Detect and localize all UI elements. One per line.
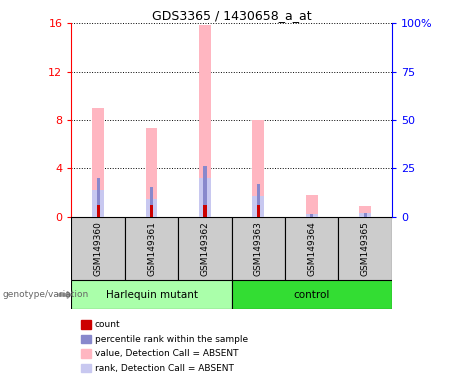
Bar (71, 217, 125, 280)
Bar (310, 214, 313, 217)
Bar (125, 217, 178, 280)
Text: GSM149362: GSM149362 (201, 222, 209, 276)
Text: Harlequin mutant: Harlequin mutant (106, 290, 198, 300)
Bar (203, 166, 207, 205)
Text: count: count (95, 320, 120, 329)
Text: GSM149364: GSM149364 (307, 222, 316, 276)
Text: GSM149363: GSM149363 (254, 222, 263, 276)
Text: value, Detection Call = ABSENT: value, Detection Call = ABSENT (95, 349, 238, 358)
Bar (146, 129, 157, 217)
Bar (359, 206, 371, 217)
Bar (178, 217, 231, 280)
Bar (150, 205, 153, 217)
Text: percentile rank within the sample: percentile rank within the sample (95, 334, 248, 344)
Bar (285, 217, 338, 280)
Bar (257, 205, 260, 217)
Bar (203, 205, 207, 217)
Title: GDS3365 / 1430658_a_at: GDS3365 / 1430658_a_at (152, 9, 312, 22)
Text: genotype/variation: genotype/variation (2, 290, 89, 300)
Bar (150, 187, 153, 205)
Text: rank, Detection Call = ABSENT: rank, Detection Call = ABSENT (95, 364, 233, 373)
Bar (253, 196, 264, 217)
Bar (231, 280, 392, 309)
Bar (199, 178, 211, 217)
Bar (257, 184, 260, 205)
Bar (338, 217, 392, 280)
Bar (92, 108, 104, 217)
Bar (306, 214, 318, 217)
Bar (71, 280, 231, 309)
Bar (96, 205, 100, 217)
Bar (96, 178, 100, 205)
Bar (146, 199, 157, 217)
Bar (306, 195, 318, 217)
Bar (364, 213, 367, 217)
Bar (92, 190, 104, 217)
Bar (199, 25, 211, 217)
Bar (359, 213, 371, 217)
Bar (253, 120, 264, 217)
Text: GSM149361: GSM149361 (147, 222, 156, 276)
Text: GSM149360: GSM149360 (94, 222, 103, 276)
Bar (231, 217, 285, 280)
Text: control: control (294, 290, 330, 300)
Text: GSM149365: GSM149365 (361, 222, 370, 276)
